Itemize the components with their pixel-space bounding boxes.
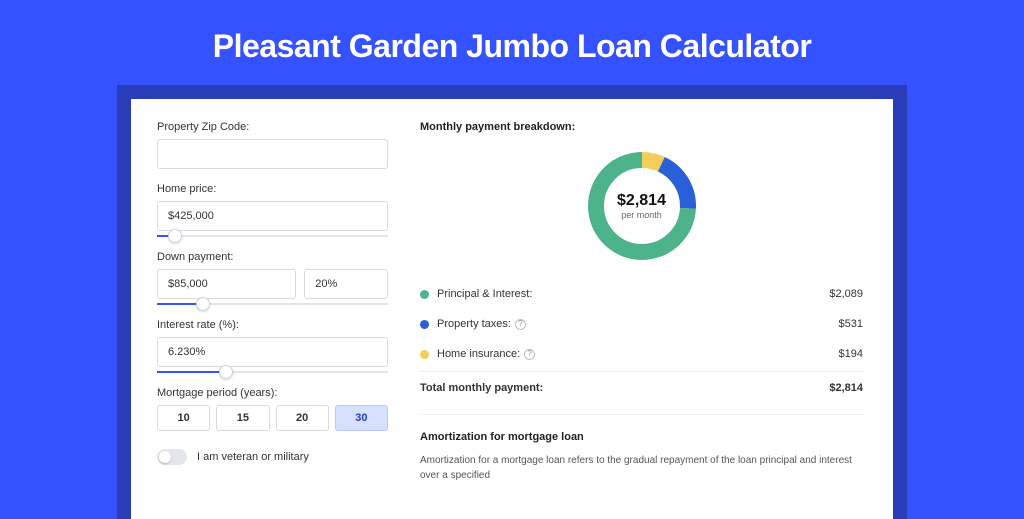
amortization-text: Amortization for a mortgage loan refers … [420, 453, 863, 483]
period-button-20[interactable]: 20 [276, 405, 329, 431]
down-payment-percent-input[interactable] [304, 269, 388, 299]
line-item-value: $2,089 [829, 288, 863, 300]
calculator-panel: Property Zip Code: Home price: Down paym… [131, 99, 893, 519]
breakdown-title: Monthly payment breakdown: [420, 121, 863, 133]
home-price-slider[interactable] [157, 235, 388, 237]
total-value: $2,814 [829, 382, 863, 394]
period-button-30[interactable]: 30 [335, 405, 388, 431]
page-title: Pleasant Garden Jumbo Loan Calculator [0, 0, 1024, 85]
line-item-home_insurance: Home insurance:?$194 [420, 339, 863, 369]
mortgage-period-label: Mortgage period (years): [157, 387, 388, 399]
interest-rate-field: Interest rate (%): [157, 319, 388, 373]
home-price-input[interactable] [157, 201, 388, 231]
zip-input[interactable] [157, 139, 388, 169]
donut-sub: per month [621, 210, 662, 220]
zip-label: Property Zip Code: [157, 121, 388, 133]
legend-dot-icon [420, 350, 429, 359]
line-item-property_taxes: Property taxes:?$531 [420, 309, 863, 339]
home-price-label: Home price: [157, 183, 388, 195]
line-item-label: Property taxes:? [437, 318, 839, 330]
interest-rate-slider-thumb[interactable] [219, 365, 233, 379]
breakdown-column: Monthly payment breakdown: $2,814 per mo… [406, 99, 893, 519]
mortgage-period-field: Mortgage period (years): 1015 2030 [157, 387, 388, 431]
interest-rate-input[interactable] [157, 337, 388, 367]
veteran-toggle-knob [159, 451, 171, 463]
line-item-value: $194 [839, 348, 863, 360]
amortization-title: Amortization for mortgage loan [420, 431, 863, 443]
down-payment-field: Down payment: [157, 251, 388, 305]
veteran-toggle-label: I am veteran or military [197, 451, 309, 463]
interest-rate-label: Interest rate (%): [157, 319, 388, 331]
veteran-toggle-row: I am veteran or military [157, 449, 388, 465]
home-price-slider-thumb[interactable] [168, 229, 182, 243]
line-item-principal_interest: Principal & Interest:$2,089 [420, 279, 863, 309]
down-payment-input[interactable] [157, 269, 296, 299]
legend-dot-icon [420, 320, 429, 329]
down-payment-label: Down payment: [157, 251, 388, 263]
zip-field: Property Zip Code: [157, 121, 388, 169]
donut-center: $2,814 per month [583, 147, 701, 265]
interest-rate-slider[interactable] [157, 371, 388, 373]
total-row: Total monthly payment: $2,814 [420, 371, 863, 404]
legend-dot-icon [420, 290, 429, 299]
total-label: Total monthly payment: [420, 382, 829, 394]
divider [420, 414, 863, 415]
down-payment-slider[interactable] [157, 303, 388, 305]
donut-chart-wrap: $2,814 per month [420, 143, 863, 279]
info-icon[interactable]: ? [515, 319, 526, 330]
veteran-toggle[interactable] [157, 449, 187, 465]
down-payment-slider-thumb[interactable] [196, 297, 210, 311]
panel-outer: Property Zip Code: Home price: Down paym… [117, 85, 907, 519]
period-button-10[interactable]: 10 [157, 405, 210, 431]
period-button-15[interactable]: 15 [216, 405, 269, 431]
donut-amount: $2,814 [617, 192, 666, 210]
form-column: Property Zip Code: Home price: Down paym… [131, 99, 406, 519]
donut-chart: $2,814 per month [583, 147, 701, 265]
line-item-label: Principal & Interest: [437, 288, 829, 300]
line-item-value: $531 [839, 318, 863, 330]
line-item-label: Home insurance:? [437, 348, 839, 360]
info-icon[interactable]: ? [524, 349, 535, 360]
home-price-field: Home price: [157, 183, 388, 237]
